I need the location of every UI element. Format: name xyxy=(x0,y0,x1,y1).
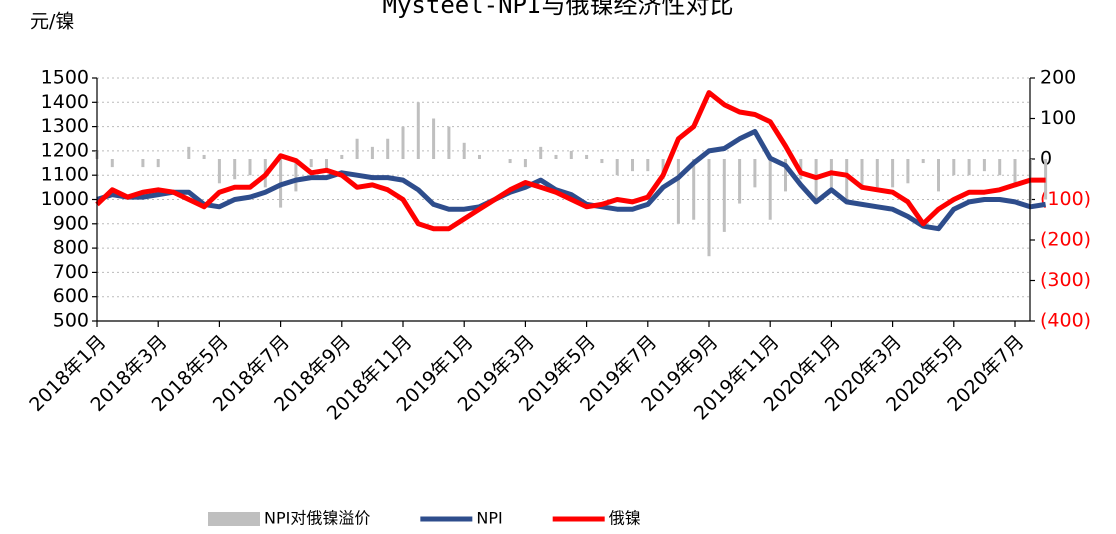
bar xyxy=(294,159,298,192)
bar xyxy=(585,154,589,159)
bar xyxy=(998,159,1002,176)
chart-title: Mysteel-NPI与俄镍经济性对比 xyxy=(383,0,734,19)
bar xyxy=(875,159,879,188)
line-series xyxy=(96,129,1046,232)
bar xyxy=(982,159,986,172)
bar xyxy=(646,159,650,172)
bar xyxy=(508,159,512,164)
legend-item: 俄镍 xyxy=(552,509,641,528)
y-axis-label: 元/镍 xyxy=(30,11,74,33)
bar xyxy=(478,154,481,159)
bar xyxy=(248,159,252,176)
legend-swatch xyxy=(208,512,260,526)
bar xyxy=(432,118,436,159)
bar xyxy=(921,159,925,164)
bar xyxy=(676,159,680,224)
y-tick-label: 1200 xyxy=(41,139,89,161)
bar xyxy=(707,159,711,257)
bar xyxy=(355,138,359,159)
bar xyxy=(906,159,910,184)
bar xyxy=(722,159,726,232)
y-tick-label: 1000 xyxy=(41,188,89,210)
bar xyxy=(523,159,527,168)
bar xyxy=(202,154,206,159)
y-tick-label: 800 xyxy=(53,237,89,259)
bar xyxy=(631,159,634,172)
legend-label: 俄镍 xyxy=(609,509,641,528)
bar xyxy=(447,126,451,159)
y-tick-label: 500 xyxy=(53,310,89,332)
y2-tick-label: (100) xyxy=(1040,188,1091,210)
bar xyxy=(370,146,374,159)
y-tick-label: 600 xyxy=(53,285,89,307)
bar xyxy=(600,159,604,164)
bar xyxy=(141,159,145,168)
bar xyxy=(217,159,221,184)
bar xyxy=(569,150,573,159)
y2-tick-label: 0 xyxy=(1040,148,1052,170)
bar xyxy=(1013,159,1017,188)
bar xyxy=(692,159,696,220)
bar xyxy=(860,159,864,188)
line-series xyxy=(95,90,1046,232)
bar xyxy=(340,154,344,159)
bar xyxy=(386,138,390,159)
bar xyxy=(110,159,114,168)
bar xyxy=(462,142,466,159)
bar xyxy=(845,159,849,204)
bar xyxy=(156,159,160,168)
bar xyxy=(891,159,895,188)
legend-label: NPI对俄镍溢价 xyxy=(264,509,370,528)
y2-tick-label: (200) xyxy=(1040,229,1091,251)
legend-item: NPI对俄镍溢价 xyxy=(208,509,370,528)
y-tick-label: 900 xyxy=(53,212,89,234)
bar xyxy=(325,159,328,172)
bar xyxy=(937,159,940,192)
y2-tick-label: (300) xyxy=(1040,269,1091,291)
y2-tick-label: 100 xyxy=(1040,107,1076,129)
bar xyxy=(753,159,757,188)
bar xyxy=(554,154,558,159)
legend-label: NPI xyxy=(476,509,502,528)
y-tick-label: 1500 xyxy=(41,67,89,89)
bar xyxy=(784,159,787,192)
y-tick-label: 1400 xyxy=(41,91,89,113)
y-tick-label: 1100 xyxy=(41,164,89,186)
y-tick-label: 1300 xyxy=(41,115,89,137)
y2-tick-label: 200 xyxy=(1040,67,1076,89)
bar xyxy=(615,159,619,176)
y2-tick-label: (400) xyxy=(1040,310,1091,332)
bar xyxy=(967,159,971,176)
bar xyxy=(539,146,543,159)
legend-item: NPI xyxy=(420,509,503,528)
y-tick-label: 700 xyxy=(53,261,89,283)
bar xyxy=(952,159,956,176)
bar xyxy=(309,159,313,168)
bar xyxy=(401,126,405,159)
bar xyxy=(738,159,742,204)
bar xyxy=(416,102,420,159)
bar xyxy=(768,159,772,220)
bar xyxy=(233,159,237,180)
bar xyxy=(187,146,191,159)
